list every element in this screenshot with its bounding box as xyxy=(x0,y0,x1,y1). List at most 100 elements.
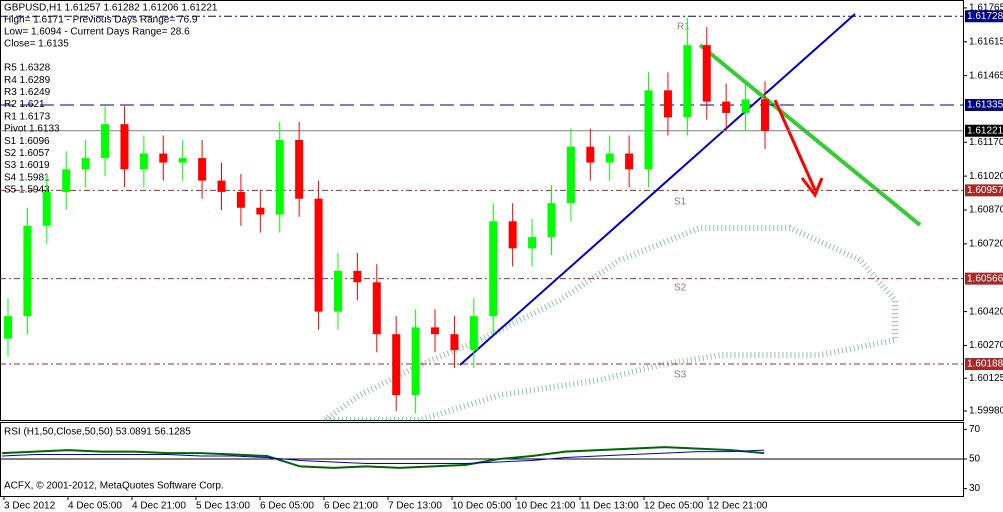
candle-body xyxy=(101,124,110,159)
info-text: Low= 1.6094 - Current Days Range= 28.6 xyxy=(4,27,190,38)
level-label: 1.61335 xyxy=(967,100,1003,111)
candle-body xyxy=(741,99,750,113)
y-tick-label: 1.60125 xyxy=(969,373,1003,384)
trend-line xyxy=(459,13,856,366)
y-tick-label: 1.61465 xyxy=(969,70,1003,81)
candle-body xyxy=(547,203,556,238)
info-text: High= 1.6171 - Previous Days Range= 76.9 xyxy=(4,15,198,26)
level-box xyxy=(965,184,1003,197)
candle-body xyxy=(702,45,711,102)
info-text: Close= 1.6135 xyxy=(4,39,69,50)
candle-body xyxy=(23,225,32,317)
arrow-head xyxy=(800,177,824,198)
x-tick-label: 4 Dec 05:00 xyxy=(68,501,122,512)
y-tick-label: 30 xyxy=(969,483,981,494)
y-tick-label: 1.61020 xyxy=(969,171,1003,182)
x-tick-label: 10 Dec 21:00 xyxy=(516,501,576,512)
candle-body xyxy=(683,45,692,118)
x-tick-label: 4 Dec 21:00 xyxy=(132,501,186,512)
candle-body xyxy=(625,153,634,170)
x-tick-label: 6 Dec 21:00 xyxy=(324,501,378,512)
rsi-line xyxy=(1,449,765,464)
info-text: R4 1.6289 xyxy=(4,75,51,86)
candle-body xyxy=(663,90,672,118)
x-tick-label: 7 Dec 13:00 xyxy=(388,501,442,512)
candle-body xyxy=(4,316,12,339)
candle-body xyxy=(159,153,168,163)
candle-body xyxy=(411,327,420,396)
candle-body xyxy=(198,158,207,181)
candle-body xyxy=(489,221,498,317)
rsi-title: RSI (H1,50,Close,50,50) 53.0891 56.1285 xyxy=(4,427,191,438)
info-text: Pivot 1.6133 xyxy=(4,124,60,135)
candle-body xyxy=(353,270,362,283)
pivot-mark: R1 xyxy=(677,22,690,33)
candle-body xyxy=(431,327,440,335)
candle-body xyxy=(295,140,304,199)
level-box xyxy=(965,272,1003,285)
y-tick-label: 50 xyxy=(969,454,981,465)
info-text: S5 1.5943 xyxy=(4,185,50,196)
y-tick-label: 1.60420 xyxy=(969,306,1003,317)
trend-line xyxy=(698,43,922,227)
candle-body xyxy=(62,169,71,192)
info-text: R2 1.621 xyxy=(4,99,45,110)
candle-body xyxy=(333,270,342,312)
candle-body xyxy=(469,316,478,350)
y-tick-label: 1.60270 xyxy=(969,340,1003,351)
x-tick-label: 3 Dec 2012 xyxy=(4,501,56,512)
candle-body xyxy=(722,101,731,113)
candle-body xyxy=(450,334,459,350)
candle-body xyxy=(314,198,323,312)
x-tick-label: 10 Dec 05:00 xyxy=(452,501,512,512)
info-text: R1 1.6173 xyxy=(4,111,51,122)
x-tick-label: 12 Dec 05:00 xyxy=(644,501,704,512)
candle-body xyxy=(256,207,265,215)
footer: ACFX, © 2001-2012, MetaQuotes Software C… xyxy=(4,481,224,492)
info-text: S2 1.6057 xyxy=(4,148,50,159)
candle-body xyxy=(178,158,187,163)
pivot-mark: S1 xyxy=(674,197,687,208)
level-box xyxy=(965,99,1003,111)
y-tick-label: 1.60870 xyxy=(969,205,1003,216)
chart-title: GBPUSD,H1 1.61257 1.61282 1.61206 1.6122… xyxy=(4,3,218,14)
candle-body xyxy=(605,153,614,163)
info-text: S1 1.6096 xyxy=(4,136,50,147)
level-label: 1.61728 xyxy=(967,11,1003,22)
candle-body xyxy=(139,153,148,170)
candle-body xyxy=(586,146,595,163)
level-label: 1.60566 xyxy=(967,273,1003,284)
candle-body xyxy=(275,140,284,215)
y-tick-label: 1.61615 xyxy=(969,36,1003,47)
info-text: R5 1.6328 xyxy=(4,63,51,74)
rsi-line xyxy=(1,446,765,469)
candle-body xyxy=(644,90,653,170)
arrow xyxy=(773,99,817,191)
y-tick-label: 1.59980 xyxy=(969,406,1003,417)
x-tick-label: 5 Dec 13:00 xyxy=(196,501,250,512)
info-text: S4 1.5981 xyxy=(4,172,50,183)
level-box xyxy=(965,124,1003,137)
candle-body xyxy=(372,282,381,335)
info-text: S3 1.6019 xyxy=(4,160,50,171)
candle-body xyxy=(761,99,769,131)
y-tick-label: 1.61765 xyxy=(969,3,1003,14)
candle-body xyxy=(528,237,537,249)
pivot-mark: S2 xyxy=(674,283,687,294)
y-tick-label: 1.60720 xyxy=(969,239,1003,250)
pivot-mark: S3 xyxy=(674,370,687,381)
candle-body xyxy=(566,146,575,204)
x-tick-label: 11 Dec 13:00 xyxy=(580,501,639,512)
y-tick-label: 1.61170 xyxy=(969,137,1003,148)
level-label: 1.60957 xyxy=(967,185,1003,196)
x-tick-label: 6 Dec 05:00 xyxy=(260,501,314,512)
level-box xyxy=(965,10,1003,23)
candle-body xyxy=(217,180,226,192)
candle-body xyxy=(42,191,51,226)
candle-body xyxy=(236,191,245,208)
x-tick-label: 12 Dec 21:00 xyxy=(708,501,768,512)
candle-body xyxy=(392,334,401,396)
candle-body xyxy=(120,124,129,170)
y-tick-label: 70 xyxy=(969,424,981,435)
